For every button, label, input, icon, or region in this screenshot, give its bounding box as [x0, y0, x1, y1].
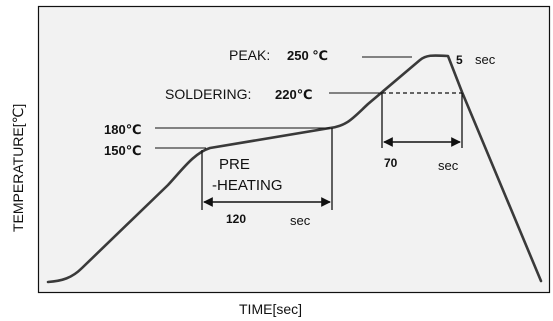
preheat-lower-temperature: 150℃ — [104, 143, 141, 158]
peak-time-value: 5 — [456, 53, 463, 67]
soldering-label: SOLDERING: — [165, 86, 251, 102]
peak-label: PEAK: — [229, 47, 270, 63]
peak-temperature: 250 ℃ — [287, 48, 328, 63]
temperature-profile-curve — [46, 54, 543, 284]
preheat-upper-temperature: 180℃ — [104, 122, 141, 137]
preheat-label-line1: PRE — [219, 156, 250, 173]
soldering-time-unit: sec — [438, 158, 459, 173]
plot-area — [37, 5, 551, 294]
preheat-time-value: 120 — [226, 212, 246, 226]
soldering-time-value: 70 — [384, 156, 398, 170]
preheat-time-unit: sec — [290, 213, 311, 228]
peak-time-unit: sec — [475, 52, 496, 67]
soldering-temperature: 220℃ — [275, 87, 312, 102]
x-axis-title: TIME[sec] — [239, 301, 302, 317]
preheat-label-line2: -HEATING — [212, 177, 283, 194]
y-axis-title: TEMPERATURE[℃] — [10, 104, 26, 232]
